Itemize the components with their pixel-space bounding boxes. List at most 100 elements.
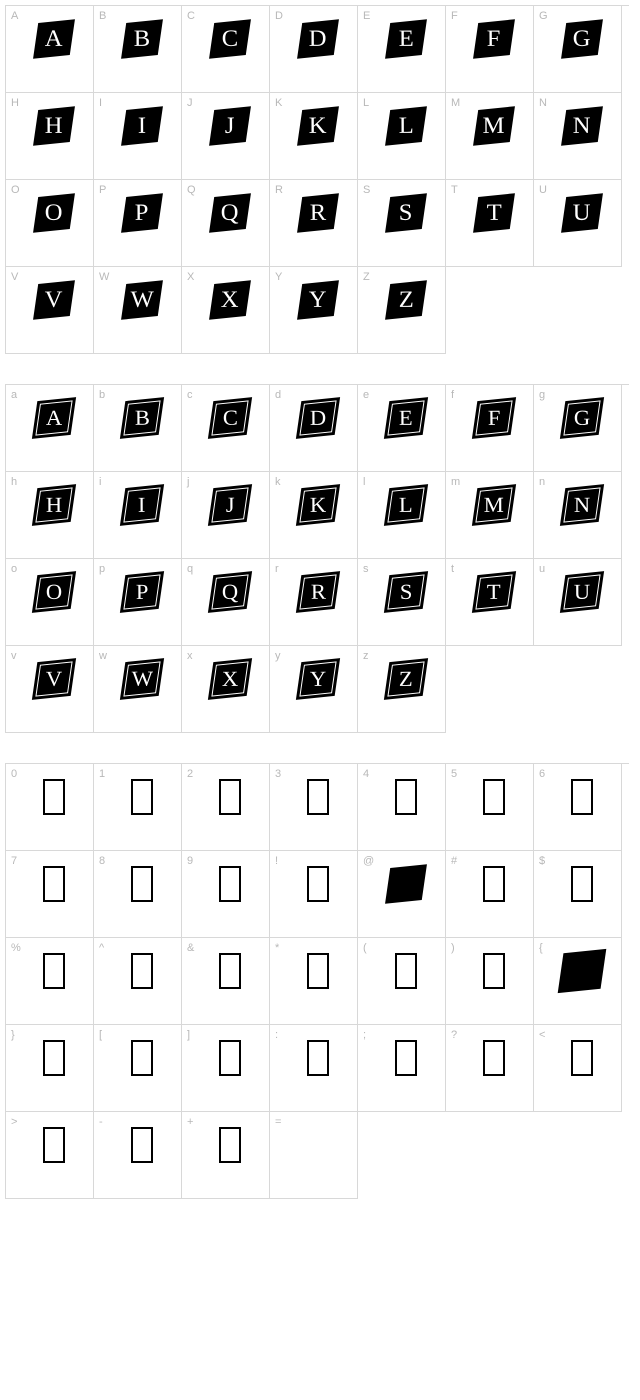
- glyph-letter: X: [221, 287, 239, 313]
- glyph-cell: 3: [270, 764, 358, 851]
- glyph-parallelogram: J: [209, 106, 251, 146]
- glyph-cell: vv: [6, 646, 94, 733]
- glyph-parallelogram: D: [297, 19, 339, 59]
- glyph-parallelogram-framed: g: [560, 397, 604, 439]
- glyph-solid-parallelogram: [558, 949, 607, 993]
- glyph-letter: Z: [398, 287, 413, 313]
- glyph-parallelogram-framed: m: [472, 484, 516, 526]
- glyph-cell: *: [270, 938, 358, 1025]
- key-label: L: [363, 97, 369, 109]
- glyph-wrap: g: [552, 393, 612, 443]
- glyph-letter: g: [574, 405, 590, 430]
- key-label: h: [11, 476, 17, 488]
- glyph-wrap: a: [24, 393, 84, 443]
- glyph-wrap: [464, 772, 524, 822]
- glyph-cell: bb: [94, 385, 182, 472]
- glyph-empty-box: [395, 779, 417, 815]
- glyph-cell: ?: [446, 1025, 534, 1112]
- key-label: #: [451, 855, 457, 867]
- key-label: M: [451, 97, 460, 109]
- glyph-cell: 6: [534, 764, 622, 851]
- glyph-cell: NN: [534, 93, 622, 180]
- glyph-letter: c: [222, 405, 237, 430]
- glyph-wrap: [288, 772, 348, 822]
- glyph-wrap: U: [552, 188, 612, 238]
- glyph-wrap: [24, 946, 84, 996]
- key-label: I: [99, 97, 102, 109]
- key-label: x: [187, 650, 193, 662]
- glyph-parallelogram: T: [473, 193, 515, 233]
- glyph-letter: G: [573, 26, 591, 52]
- glyph-cell: zz: [358, 646, 446, 733]
- glyph-wrap: L: [376, 101, 436, 151]
- glyph-letter: M: [483, 113, 505, 139]
- key-label: 6: [539, 768, 545, 780]
- glyph-empty-box: [395, 1040, 417, 1076]
- glyph-empty-box: [307, 953, 329, 989]
- glyph-letter: t: [487, 579, 501, 604]
- glyph-parallelogram: Y: [297, 280, 339, 320]
- glyph-wrap: Z: [376, 275, 436, 325]
- glyph-cell: ZZ: [358, 267, 446, 354]
- glyph-cell: }: [6, 1025, 94, 1112]
- glyph-cell: ii: [94, 472, 182, 559]
- glyph-letter: e: [399, 405, 413, 430]
- key-label: i: [99, 476, 101, 488]
- glyph-wrap: [376, 946, 436, 996]
- glyph-parallelogram: B: [121, 19, 163, 59]
- glyph-cell: II: [94, 93, 182, 180]
- key-label: {: [539, 942, 543, 954]
- glyph-wrap: [464, 946, 524, 996]
- glyph-wrap: V: [24, 275, 84, 325]
- key-label: G: [539, 10, 548, 22]
- glyph-wrap: o: [24, 567, 84, 617]
- glyph-letter: H: [45, 113, 63, 139]
- glyph-cell: WW: [94, 267, 182, 354]
- glyph-cell: ll: [358, 472, 446, 559]
- key-label: l: [363, 476, 365, 488]
- glyph-wrap: [376, 859, 436, 909]
- glyph-wrap: W: [112, 275, 172, 325]
- glyph-letter: w: [131, 666, 152, 691]
- glyph-letter: L: [398, 113, 413, 139]
- glyph-wrap: y: [288, 654, 348, 704]
- glyph-parallelogram: M: [473, 106, 515, 146]
- key-label: v: [11, 650, 17, 662]
- glyph-cell: :: [270, 1025, 358, 1112]
- glyph-wrap: [376, 772, 436, 822]
- glyph-parallelogram-framed: j: [208, 484, 252, 526]
- glyph-wrap: [288, 946, 348, 996]
- glyph-empty-box: [131, 953, 153, 989]
- glyph-empty-box: [131, 1127, 153, 1163]
- glyph-wrap: [112, 1120, 172, 1170]
- glyph-wrap: [24, 859, 84, 909]
- glyph-wrap: [24, 1120, 84, 1170]
- glyph-cell: 2: [182, 764, 270, 851]
- glyph-letter: P: [135, 200, 149, 226]
- glyph-cell: qq: [182, 559, 270, 646]
- glyph-wrap: f: [464, 393, 524, 443]
- key-label: F: [451, 10, 458, 22]
- glyph-parallelogram: K: [297, 106, 339, 146]
- glyph-wrap: j: [200, 480, 260, 530]
- glyph-cell: OO: [6, 180, 94, 267]
- glyph-cell: ;: [358, 1025, 446, 1112]
- glyph-parallelogram-framed: v: [32, 658, 76, 700]
- glyph-letter: l: [399, 492, 413, 517]
- glyph-cell: AA: [6, 6, 94, 93]
- glyph-cell: ee: [358, 385, 446, 472]
- glyph-parallelogram: N: [561, 106, 603, 146]
- glyph-wrap: [376, 1033, 436, 1083]
- key-label: Y: [275, 271, 282, 283]
- glyph-letter: m: [484, 492, 504, 517]
- glyph-cell: +: [182, 1112, 270, 1199]
- glyph-wrap: G: [552, 14, 612, 64]
- glyph-wrap: p: [112, 567, 172, 617]
- glyph-empty-box: [219, 1127, 241, 1163]
- glyph-cell: -: [94, 1112, 182, 1199]
- glyph-letter: U: [573, 200, 591, 226]
- glyph-wrap: X: [200, 275, 260, 325]
- glyph-parallelogram: W: [121, 280, 163, 320]
- glyph-parallelogram: C: [209, 19, 251, 59]
- glyph-cell: [: [94, 1025, 182, 1112]
